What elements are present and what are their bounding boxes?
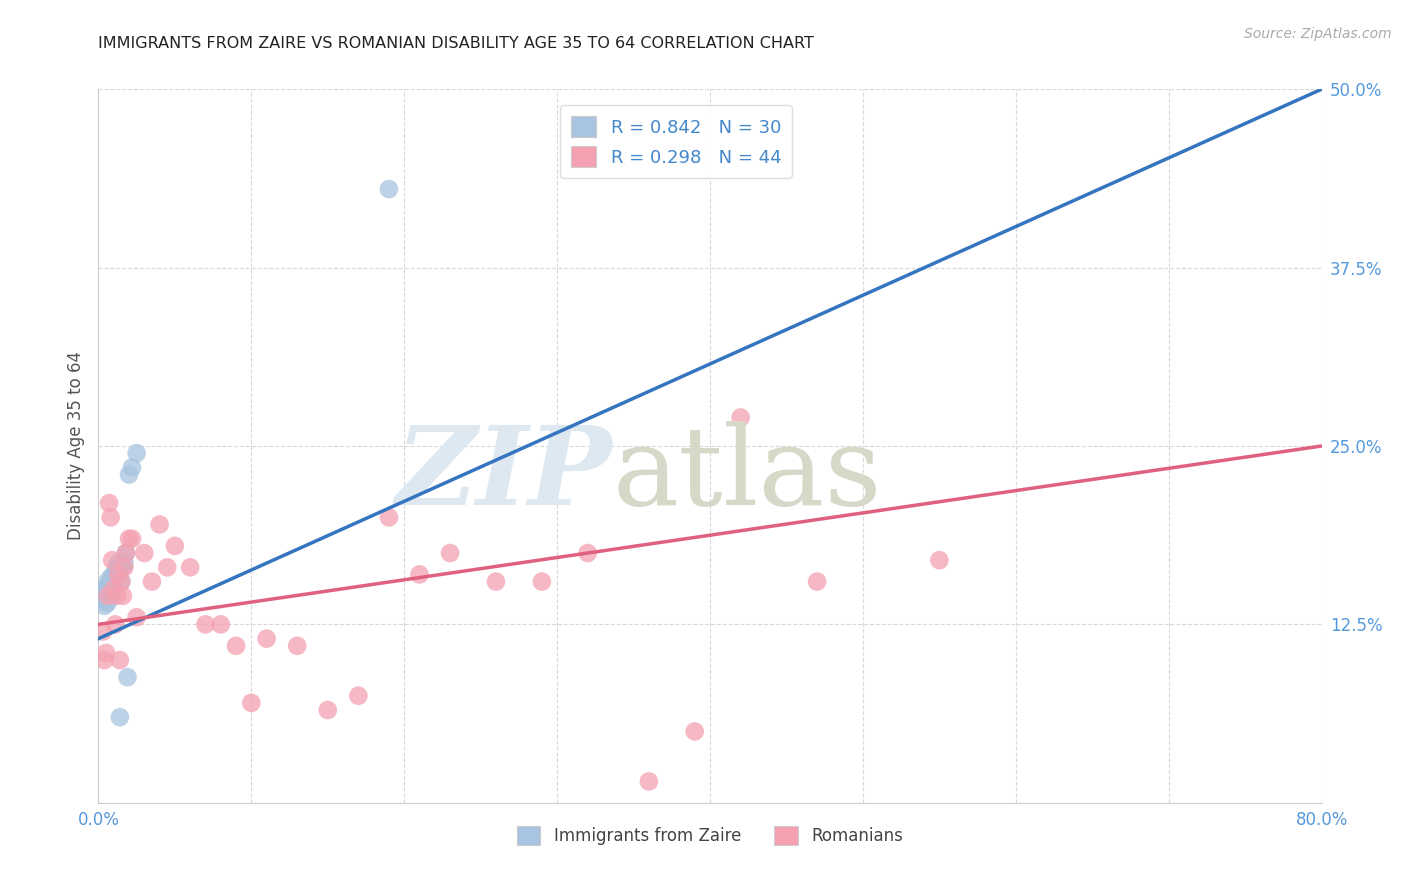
Point: [110, 574, 132, 589]
Point: [100, 510, 122, 524]
Point: [117, 670, 139, 684]
Point: [91, 624, 114, 639]
Point: [378, 510, 401, 524]
Point: [347, 689, 370, 703]
Point: [94, 591, 117, 606]
Point: [91, 593, 114, 607]
Text: Source: ZipAtlas.com: Source: ZipAtlas.com: [1244, 27, 1392, 41]
Point: [530, 574, 553, 589]
Point: [93, 589, 115, 603]
Point: [125, 610, 148, 624]
Point: [107, 556, 129, 570]
Point: [108, 710, 131, 724]
Text: ZIP: ZIP: [395, 421, 612, 528]
Text: IMMIGRANTS FROM ZAIRE VS ROMANIAN DISABILITY AGE 35 TO 64 CORRELATION CHART: IMMIGRANTS FROM ZAIRE VS ROMANIAN DISABI…: [98, 36, 814, 51]
Text: atlas: atlas: [612, 421, 882, 528]
Point: [134, 546, 156, 560]
Point: [91, 582, 114, 596]
Point: [240, 696, 263, 710]
Point: [112, 556, 135, 570]
Point: [928, 553, 950, 567]
Point: [107, 567, 129, 582]
Point: [806, 574, 828, 589]
Point: [111, 589, 134, 603]
Point: [194, 617, 217, 632]
Point: [141, 574, 163, 589]
Point: [97, 589, 120, 603]
Point: [156, 560, 179, 574]
Point: [101, 574, 124, 589]
Point: [101, 582, 124, 596]
Point: [163, 539, 186, 553]
Point: [316, 703, 339, 717]
Point: [112, 560, 135, 574]
Point: [115, 546, 138, 560]
Point: [209, 617, 232, 632]
Point: [94, 646, 117, 660]
Point: [576, 546, 599, 560]
Point: [104, 617, 127, 632]
Point: [225, 639, 247, 653]
Point: [101, 553, 124, 567]
Point: [408, 567, 430, 582]
Y-axis label: Disability Age 35 to 64: Disability Age 35 to 64: [66, 351, 84, 541]
Point: [98, 496, 121, 510]
Point: [256, 632, 278, 646]
Point: [683, 724, 706, 739]
Point: [103, 567, 125, 582]
Point: [111, 560, 134, 574]
Point: [118, 532, 141, 546]
Point: [97, 574, 120, 589]
Point: [93, 599, 115, 613]
Point: [100, 589, 122, 603]
Point: [93, 653, 115, 667]
Point: [104, 565, 127, 579]
Point: [100, 570, 122, 584]
Point: [485, 574, 508, 589]
Point: [125, 446, 148, 460]
Point: [105, 560, 128, 574]
Point: [285, 639, 308, 653]
Point: [115, 546, 138, 560]
Point: [179, 560, 201, 574]
Point: [118, 467, 141, 482]
Point: [97, 596, 120, 610]
Point: [105, 589, 128, 603]
Point: [121, 532, 143, 546]
Point: [378, 182, 401, 196]
Point: [439, 546, 461, 560]
Point: [103, 582, 125, 596]
Point: [103, 574, 125, 589]
Point: [98, 584, 121, 599]
Point: [149, 517, 172, 532]
Point: [98, 579, 121, 593]
Point: [94, 584, 117, 599]
Point: [730, 410, 752, 425]
Point: [110, 574, 132, 589]
Point: [108, 653, 131, 667]
Point: [637, 774, 661, 789]
Point: [121, 460, 143, 475]
Legend: Immigrants from Zaire, Romanians: Immigrants from Zaire, Romanians: [510, 819, 910, 852]
Point: [90, 584, 112, 599]
